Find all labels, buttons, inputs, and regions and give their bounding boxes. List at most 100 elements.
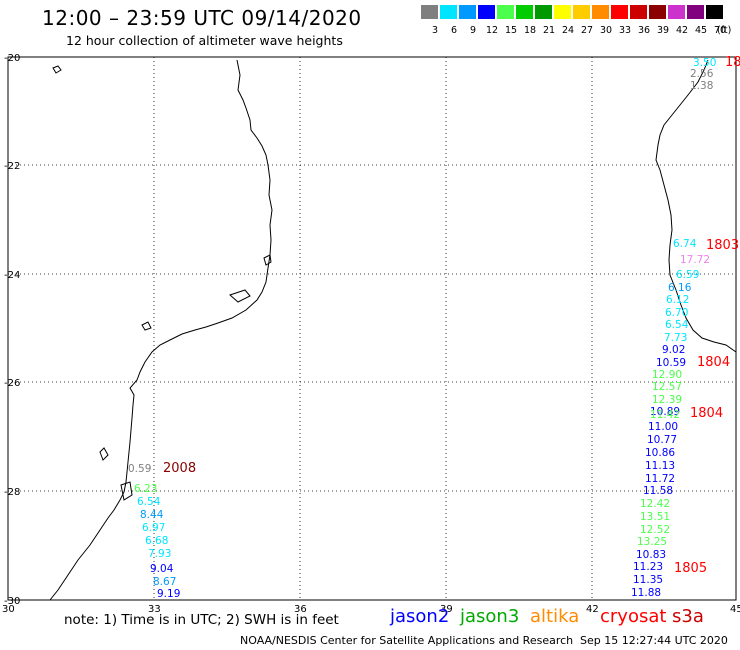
wave-height-value: 12.39 [652,394,682,406]
wave-height-value: 1.38 [690,80,713,92]
legend-label: 36 [637,25,651,36]
legend-swatch [706,5,723,19]
pass-time-label: 2008 [163,461,196,476]
longitude-label: 39 [440,604,453,615]
wave-height-value: 2.56 [690,68,714,80]
legend-swatch [611,5,628,19]
legend-label: 42 [675,25,689,36]
pass-time-label: 1804 [697,355,730,370]
legend-label: 45 [694,25,708,36]
legend-label: 12 [485,25,499,36]
wave-height-value: 7.93 [148,548,171,560]
wave-height-value: 11.58 [643,485,673,497]
wave-height-value: 6.54 [137,496,161,508]
wave-height-value: 6.70 [665,307,688,319]
wave-height-value: 11.13 [645,460,675,472]
coastline-feature [263,254,272,266]
legend-swatch [459,5,476,19]
legend-label: 6 [450,25,458,36]
pass-time-label: 1805 [674,561,707,576]
latitude-label: -30 [4,596,20,607]
wave-height-value: 12.52 [640,524,670,536]
legend-swatch [516,5,533,19]
wave-height-value: 0.59 [128,463,151,475]
wave-height-value: 10.86 [645,447,675,459]
legend-label: 9 [469,25,477,36]
legend-label: 27 [580,25,594,36]
satellite-name: s3a [672,606,704,627]
credit-line: NOAA/NESDIS Center for Satellite Applica… [240,634,574,647]
wave-height-value: 17.72 [680,254,710,266]
generated-timestamp: Sep 15 12:27:44 UTC 2020 [580,634,728,647]
wave-height-value: 9.04 [150,563,174,575]
pass-time-label: 1805 [725,55,740,70]
altimeter-tracks: 3.502.561.38 1805 6.74 17.72 6.596.166.126.7… [128,55,740,600]
legend-swatch [592,5,609,19]
longitude-label: 33 [148,604,161,615]
wave-height-value: 11.35 [633,574,663,586]
legend-swatch [440,5,457,19]
legend-swatch [687,5,704,19]
wave-height-value: 6.23 [134,483,157,495]
wave-height-value: 6.97 [142,522,165,534]
wave-height-value: 7.73 [664,332,687,344]
wave-height-value: 10.59 [656,357,686,369]
footnote: note: 1) Time is in UTC; 2) SWH is in fe… [64,612,339,628]
wave-height-value: 12.42 [640,498,670,510]
wave-height-value: 11.23 [633,561,663,573]
pass-time-label: 1803 [706,238,739,253]
latitude-label: -24 [4,270,20,281]
coastline-feature [229,289,251,303]
latitude-label: -22 [4,161,20,172]
legend-swatch [668,5,685,19]
wave-height-value: 6.16 [668,282,692,294]
longitude-label: 45 [730,604,740,615]
wave-height-value: 8.44 [140,509,164,521]
coastline-island [99,447,109,461]
legend-swatch [630,5,647,19]
latitude-label: -20 [4,53,20,64]
legend-label: 3 [431,25,439,36]
wave-height-value: 13.25 [637,536,667,548]
legend-label: 30 [599,25,613,36]
longitude-label: 42 [586,604,599,615]
legend-label: 15 [504,25,518,36]
legend-label: 18 [523,25,537,36]
longitude-label: 36 [294,604,307,615]
wave-height-value: 6.59 [676,269,699,281]
legend-swatch [478,5,495,19]
wave-height-value: 6.68 [145,535,168,547]
wave-height-value: 10.89 [650,406,680,418]
wave-height-value: 6.74 [673,238,697,250]
wave-height-value: 12.57 [652,381,682,393]
wave-height-value: 12.90 [652,369,682,381]
coastline-madagascar [655,59,737,353]
satellite-name: altika [530,606,580,627]
legend-swatch [554,5,571,19]
wave-height-value: 11.00 [648,421,678,433]
wave-height-value: 13.51 [640,511,670,523]
coastline-island [141,321,152,331]
legend-swatch [497,5,514,19]
legend-label: 21 [542,25,556,36]
wave-height-value: 10.83 [636,549,666,561]
map-frame [7,56,737,601]
satellite-name: jason2 [390,606,450,627]
wave-height-value: 9.02 [662,344,685,356]
coastline [49,59,737,601]
wave-height-value: 11.72 [645,473,675,485]
coastline-feature [120,481,133,501]
legend-swatch [573,5,590,19]
legend-label: 33 [618,25,632,36]
map-subtitle: 12 hour collection of altimeter wave hei… [66,33,343,48]
longitude-label: 30 [2,604,15,615]
legend-unit: (ft) [717,25,732,36]
legend-swatch [421,5,438,19]
legend-label: 39 [656,25,670,36]
wave-height-value: 11.88 [631,587,661,599]
wave-height-value: 9.19 [157,588,180,600]
wave-height-value: 11.42 [650,409,680,421]
pass-time-label: 1804 [690,406,723,421]
